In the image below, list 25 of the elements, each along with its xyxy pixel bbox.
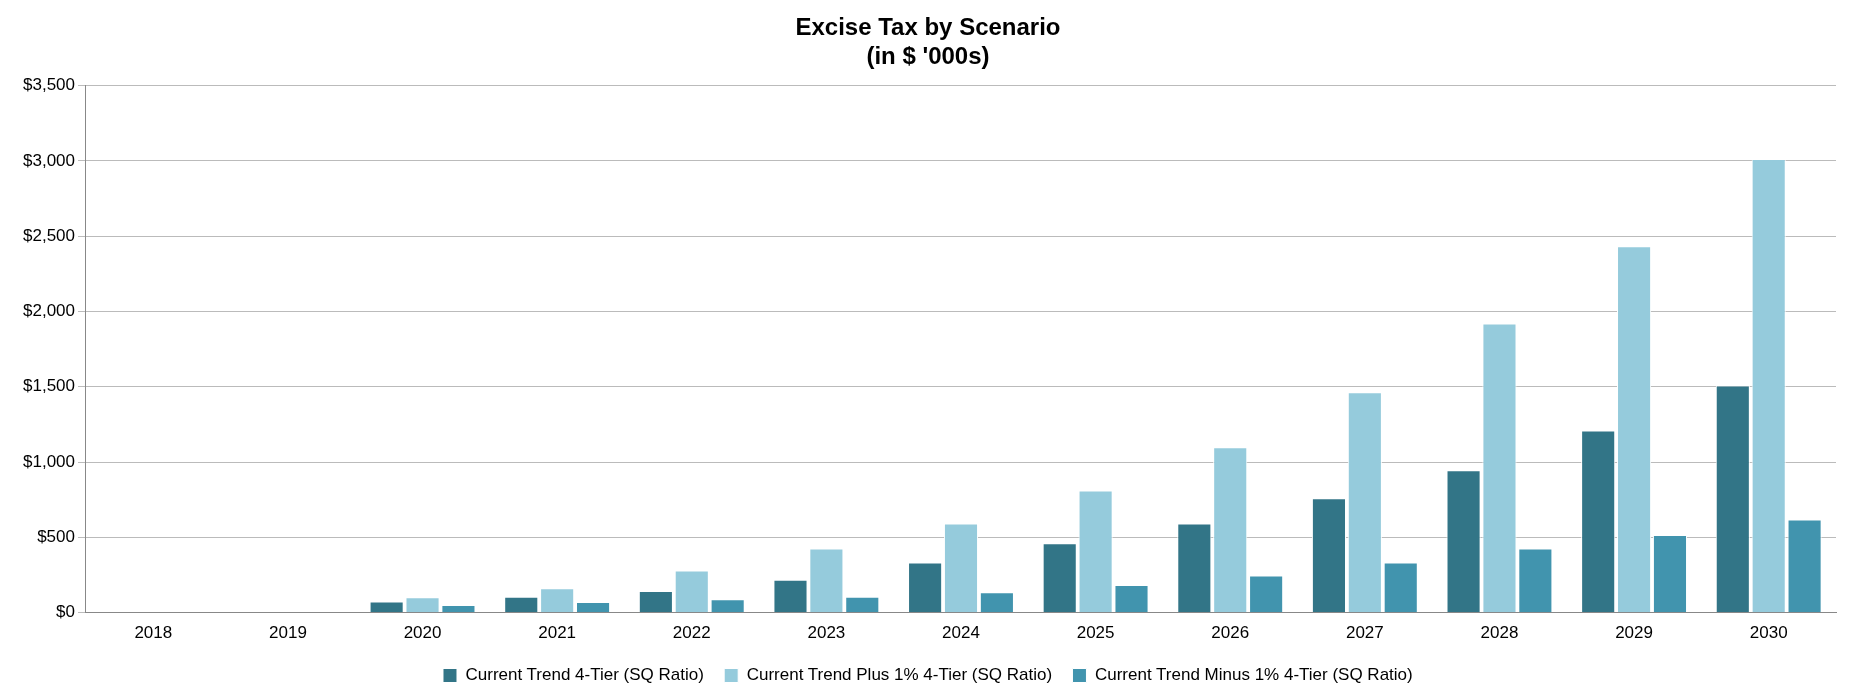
y-tick-label: $0 [56,602,75,622]
x-tick-label: 2027 [1345,623,1384,643]
y-tick-label: $1,000 [23,451,75,471]
legend-label: Current Trend Minus 1% 4-Tier (SQ Ratio) [1094,665,1413,685]
x-tick-label: 2018 [134,623,173,643]
y-tick-label: $3,500 [23,75,75,95]
y-tick-label: $1,500 [23,376,75,396]
chart-title: Excise Tax by Scenario (in $ '000s) [795,13,1061,69]
x-tick-label: 2029 [1615,623,1653,643]
x-tick-label: 2030 [1749,623,1788,643]
x-tick-label: 2020 [403,623,442,643]
x-tick-label: 2026 [1211,623,1250,643]
x-tick-label: 2019 [269,623,307,643]
x-tick-label: 2021 [538,623,577,643]
y-tick-label: $3,000 [23,150,75,170]
legend-label: Current Trend 4-Tier (SQ Ratio) [465,665,704,685]
legend-label: Current Trend Plus 1% 4-Tier (SQ Ratio) [746,665,1053,685]
y-tick-label: $2,500 [23,225,75,245]
x-tick-label: 2028 [1480,623,1519,643]
x-tick-label: 2022 [672,623,711,643]
x-tick-label: 2023 [807,623,846,643]
y-tick-label: $2,000 [23,301,75,321]
y-tick-label: $500 [37,527,75,546]
x-tick-label: 2025 [1076,623,1115,643]
x-tick-label: 2024 [942,623,980,643]
